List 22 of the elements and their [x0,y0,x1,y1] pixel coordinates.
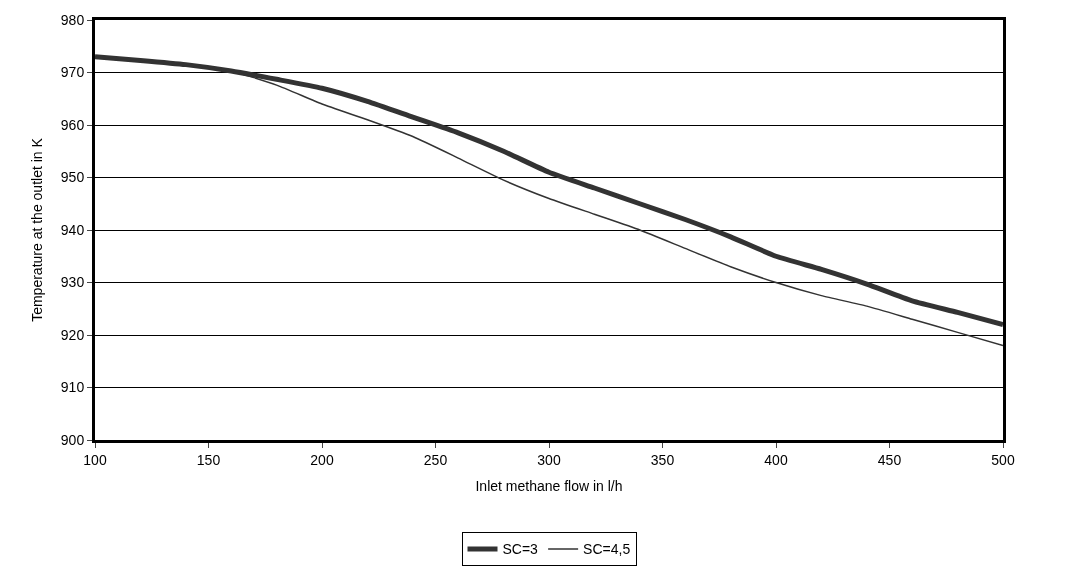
y-tick-label: 930 [60,274,85,291]
y-tick-label: 920 [60,326,85,343]
y-tick-label: 960 [60,116,85,133]
y-axis-title: Temperature at the outlet in K [29,137,46,322]
x-tick-label: 100 [83,451,107,468]
x-tick-label: 500 [991,451,1015,468]
legend-label: SC=4,5 [583,541,631,558]
y-tick-label: 980 [60,11,85,28]
x-tick-label: 250 [423,451,448,468]
legend-label: SC=3 [502,541,539,558]
x-axis-title: Inlet methane flow in l/h [475,478,623,495]
x-tick-label: 400 [764,451,788,468]
x-tick-label: 150 [196,451,221,468]
y-tick-label: 940 [60,221,85,238]
y-tick-label: 900 [60,431,85,448]
x-tick-label: 200 [310,451,334,468]
y-tick-label: 970 [60,64,85,81]
y-tick-label: 950 [60,169,85,186]
y-tick-label: 910 [60,379,85,396]
x-tick-label: 450 [877,451,902,468]
x-tick-label: 300 [537,451,561,468]
x-tick-label: 350 [650,451,675,468]
